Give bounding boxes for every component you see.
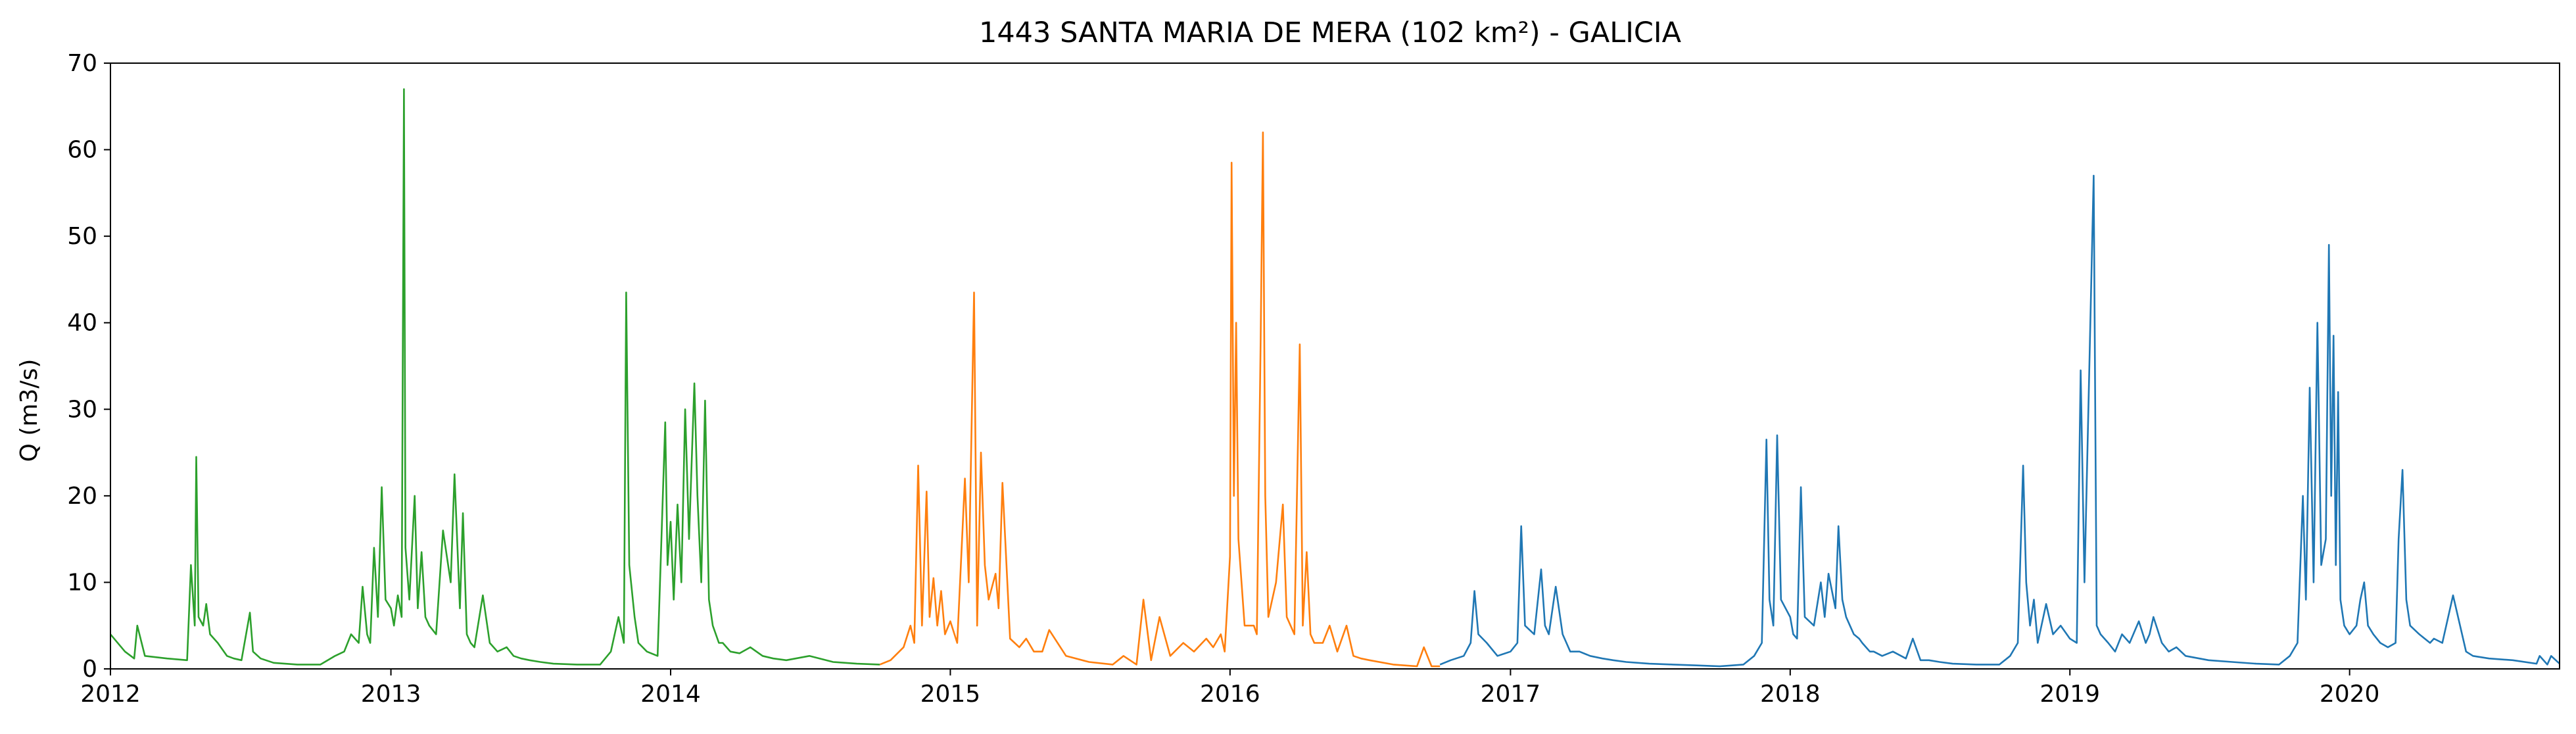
series-line-1 xyxy=(110,88,880,666)
series-line-2 xyxy=(879,132,1441,668)
x-tick-label: 2016 xyxy=(1200,681,1260,708)
y-axis-label: Q (m3/s) xyxy=(16,359,43,462)
x-tick-label: 2014 xyxy=(640,681,701,708)
y-tick-label: 0 xyxy=(82,656,97,683)
y-tick-label: 50 xyxy=(67,223,97,250)
series-line-3 xyxy=(1439,174,2560,668)
series-layer xyxy=(110,88,2560,668)
x-tick-label: 2015 xyxy=(920,681,981,708)
x-tick-label: 2018 xyxy=(1760,681,1821,708)
y-tick-label: 70 xyxy=(67,50,97,77)
x-tick-label: 2019 xyxy=(2039,681,2100,708)
y-tick-label: 30 xyxy=(67,396,97,423)
y-tick-label: 40 xyxy=(67,310,97,337)
x-tick-label: 2012 xyxy=(80,681,141,708)
axes-layer: 0 10 20 30 40 50 60 70 2012 2013 2014 2015 2016 2017 2… xyxy=(67,50,2560,708)
y-tick-label: 60 xyxy=(67,137,97,164)
x-tick-label: 2020 xyxy=(2320,681,2380,708)
x-tick-label: 2013 xyxy=(361,681,421,708)
y-tick-label: 10 xyxy=(67,569,97,596)
y-tick-label: 20 xyxy=(67,483,97,510)
chart-title: 1443 SANTA MARIA DE MERA (102 km²) - GAL… xyxy=(979,16,1682,49)
x-tick-label: 2017 xyxy=(1481,681,1541,708)
axes-frame xyxy=(110,62,2560,670)
